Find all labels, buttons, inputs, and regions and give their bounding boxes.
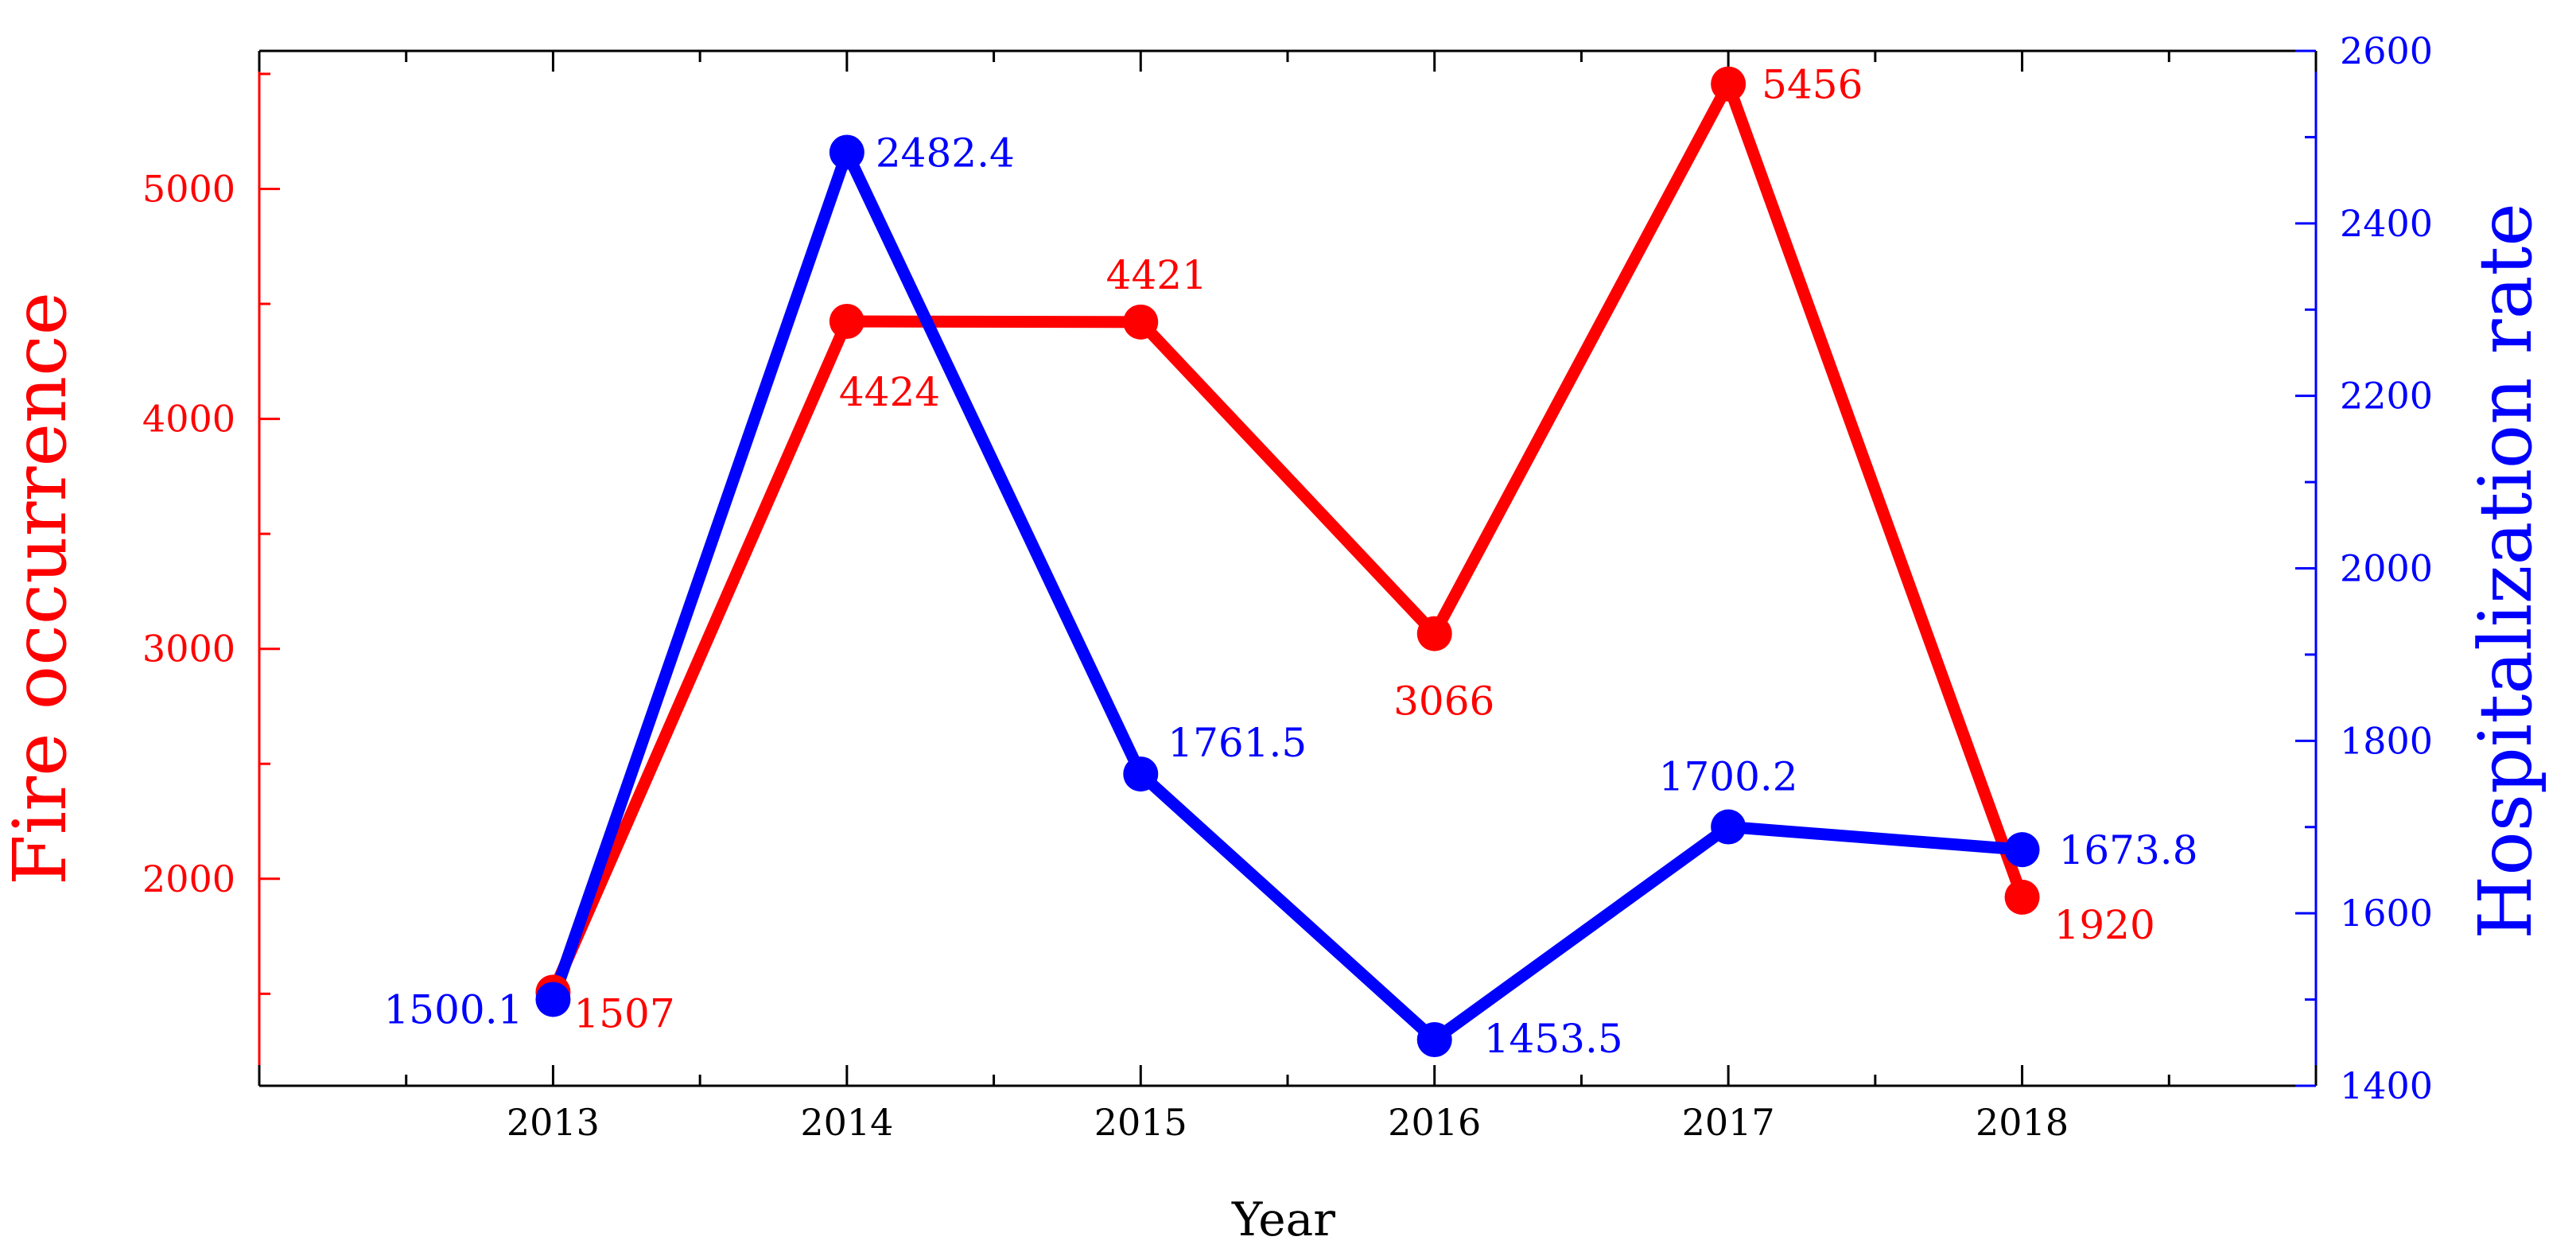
axes-layer [258, 49, 2318, 1087]
fire-data-label: 1507 [573, 990, 674, 1036]
fire-data-label: 3066 [1393, 679, 1494, 725]
right-y-tick-label: 2600 [2340, 29, 2433, 72]
right-axis-title: Hospitalization rate [2463, 203, 2548, 939]
fire-series-line [547, 78, 2028, 995]
data-labels: 1507 4424 4421 3066 5456 1920 1500.1 2482.4 1761… [383, 62, 2197, 1062]
hospitalization-point [2004, 832, 2040, 868]
fire-point [1416, 616, 1452, 651]
hospitalization-data-label: 2482.4 [876, 130, 1015, 176]
hospitalization-data-label: 1761.5 [1168, 720, 1307, 766]
hospitalization-data-label: 1453.5 [1484, 1016, 1623, 1062]
right-y-tick-label: 2200 [2340, 375, 2433, 418]
ticks-layer: 2013 2014 2015 2016 2017 2018 2000 3000 4000 5000… [142, 29, 2433, 1144]
fire-point [2004, 879, 2040, 915]
hospitalization-data-label: 1700.2 [1659, 754, 1798, 800]
series-lines [547, 78, 2028, 1046]
fire-data-label: 4421 [1106, 252, 1207, 298]
fire-point [1123, 304, 1159, 340]
series-points [535, 66, 2040, 1057]
hospitalization-series-line [547, 146, 2023, 1046]
x-tick-label: 2016 [1388, 1101, 1481, 1144]
left-y-tick-label: 5000 [142, 167, 235, 210]
fire-point [1711, 66, 1746, 102]
x-tick-label: 2017 [1682, 1101, 1775, 1144]
hospitalization-point [1711, 809, 1746, 845]
x-tick-label: 2018 [1976, 1101, 2069, 1144]
right-y-tick-label: 1400 [2340, 1064, 2433, 1107]
left-y-tick-label: 2000 [142, 857, 235, 900]
right-y-tick-label: 1800 [2340, 719, 2433, 762]
right-y-tick-label: 2400 [2340, 202, 2433, 245]
fire-point [829, 303, 864, 339]
hospitalization-point [535, 982, 571, 1017]
right-y-tick-label: 1600 [2340, 892, 2433, 935]
hospitalization-point [1123, 756, 1159, 792]
left-y-tick-label: 4000 [142, 398, 235, 441]
x-tick-label: 2015 [1094, 1101, 1187, 1144]
fire-data-label: 5456 [1762, 62, 1863, 108]
fire-data-label: 1920 [2054, 902, 2155, 948]
hospitalization-point [1416, 1021, 1452, 1057]
right-y-tick-label: 2000 [2340, 547, 2433, 590]
hospitalization-data-label: 1673.8 [2059, 827, 2198, 873]
fire-data-label: 4424 [839, 369, 940, 415]
left-axis-title: Fire occurrence [0, 292, 83, 885]
left-y-tick-label: 3000 [142, 628, 235, 671]
x-tick-label: 2013 [507, 1101, 600, 1144]
hospitalization-data-label: 1500.1 [383, 986, 523, 1032]
x-tick-label: 2014 [800, 1101, 893, 1144]
hospitalization-point [829, 134, 864, 170]
x-axis-title: Year [1231, 1192, 1335, 1246]
